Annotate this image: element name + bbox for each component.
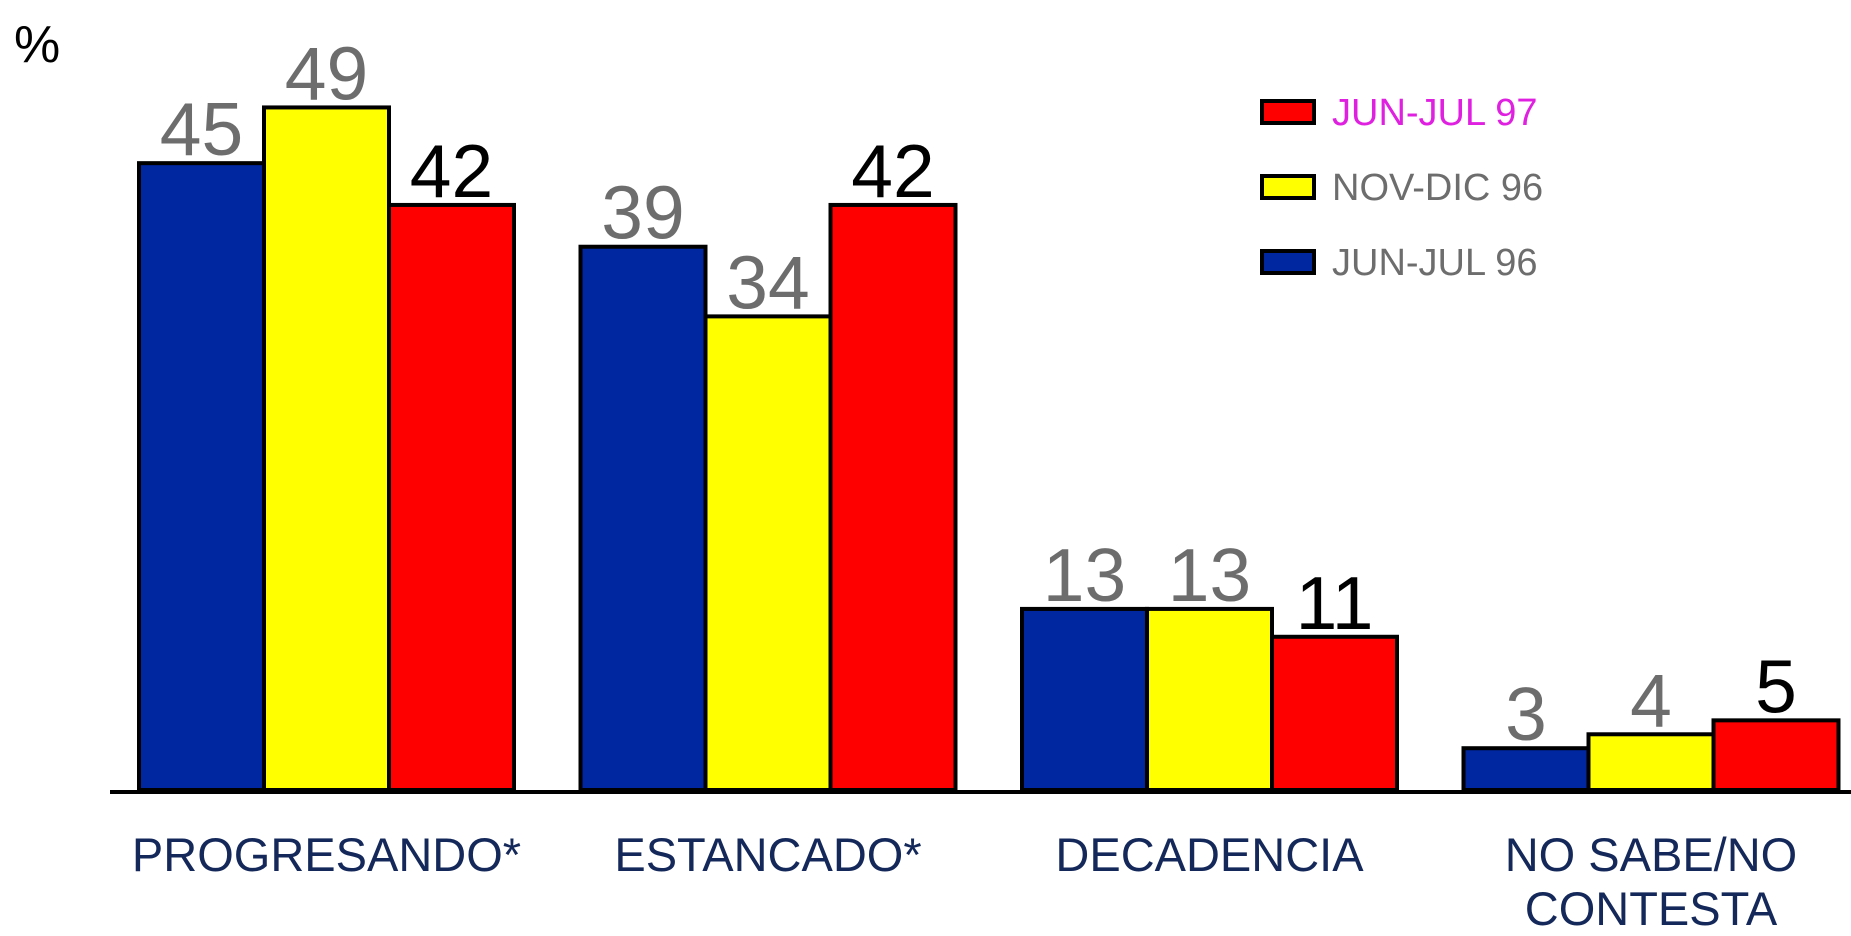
value-label: 5: [1755, 644, 1797, 728]
value-label: 49: [285, 31, 368, 115]
legend-swatch: [1260, 99, 1316, 125]
value-label: 34: [726, 240, 809, 324]
value-label: 42: [410, 129, 493, 213]
bar: [703, 314, 833, 792]
legend-label: JUN-JUL 97: [1332, 92, 1538, 134]
legend-label: NOV-DIC 96: [1332, 167, 1543, 209]
bar: [1711, 718, 1841, 793]
value-label: 13: [1168, 533, 1251, 617]
category-label: DECADENCIA: [1055, 828, 1364, 881]
value-label: 45: [160, 87, 243, 171]
bar: [1586, 732, 1716, 792]
legend-label: JUN-JUL 96: [1332, 242, 1538, 284]
bar: [262, 105, 391, 793]
bar: [828, 202, 958, 792]
legend-swatch: [1260, 174, 1316, 200]
value-label: 13: [1043, 533, 1126, 617]
category-label: NO SABE/NO CONTESTA: [1504, 828, 1798, 935]
bar: [1145, 606, 1274, 793]
legend-swatch: [1260, 249, 1316, 275]
bar: [1270, 634, 1399, 793]
bar: [1020, 606, 1149, 793]
value-label: 42: [851, 129, 934, 213]
bar: [387, 202, 516, 792]
category-label: PROGRESANDO*: [131, 828, 522, 881]
value-label: 4: [1630, 658, 1672, 742]
value-label: 3: [1505, 672, 1547, 756]
y-axis-label: %: [14, 16, 60, 74]
category-label: ESTANCADO*: [614, 828, 922, 881]
bar: [137, 161, 266, 793]
value-label: 11: [1296, 561, 1374, 645]
value-label: 39: [601, 171, 684, 255]
bar: [578, 244, 708, 793]
